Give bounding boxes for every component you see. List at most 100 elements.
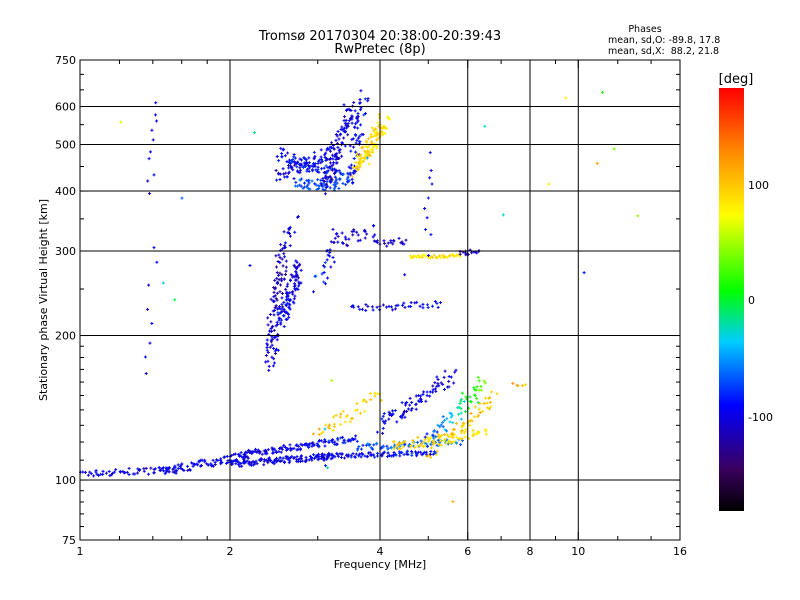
data-point [448, 420, 452, 424]
data-point [137, 468, 141, 472]
data-point [457, 412, 461, 416]
data-point [342, 438, 346, 442]
data-point [303, 181, 307, 185]
data-point [269, 327, 273, 331]
data-point [595, 161, 599, 165]
data-point [439, 423, 443, 427]
colorbar-tick-0: 0 [748, 294, 755, 307]
data-point [358, 411, 362, 415]
data-point [305, 185, 309, 189]
data-point [429, 168, 433, 172]
data-point [326, 253, 330, 257]
data-point [173, 298, 177, 302]
data-point [292, 297, 296, 301]
data-point [432, 436, 436, 440]
data-point [136, 471, 140, 475]
data-point [290, 447, 294, 451]
data-point [373, 394, 377, 398]
data-point [426, 303, 430, 307]
data-point [275, 178, 279, 182]
data-point [422, 440, 426, 444]
data-point [125, 470, 129, 474]
data-point [332, 415, 336, 419]
data-point [370, 126, 374, 130]
data-point [363, 97, 367, 101]
data-point [420, 442, 424, 446]
data-point [304, 455, 308, 459]
data-point [612, 147, 616, 151]
colorbar-tick-minus100: -100 [748, 411, 773, 424]
phases-heading: Phases [628, 24, 661, 35]
data-point [363, 111, 367, 115]
data-point [298, 178, 302, 182]
data-point [371, 235, 375, 239]
data-point [297, 282, 301, 286]
data-point [310, 179, 314, 183]
data-point [434, 451, 438, 455]
data-point [472, 415, 476, 419]
data-point [441, 253, 445, 257]
data-point [372, 224, 376, 228]
data-point [403, 439, 407, 443]
data-point [282, 252, 286, 256]
data-point [273, 352, 277, 356]
data-point [326, 176, 330, 180]
data-point [331, 161, 335, 165]
data-point [368, 443, 372, 447]
data-point [422, 390, 426, 394]
data-point [268, 329, 272, 333]
data-point [298, 157, 302, 161]
data-point [254, 447, 258, 451]
data-point [230, 454, 234, 458]
data-point [341, 409, 345, 413]
data-point [223, 455, 227, 459]
data-point [176, 467, 180, 471]
data-point [459, 399, 463, 403]
data-point [347, 119, 351, 123]
data-point [288, 234, 292, 238]
data-point [435, 301, 439, 305]
data-point [488, 400, 492, 404]
data-point [355, 120, 359, 124]
data-point [191, 464, 195, 468]
data-point [288, 278, 292, 282]
data-point [439, 381, 443, 385]
data-point [320, 452, 324, 456]
data-point [247, 462, 251, 466]
data-point [395, 420, 399, 424]
data-point [293, 285, 297, 289]
data-point [405, 452, 409, 456]
data-point [307, 444, 311, 448]
data-point [328, 165, 332, 169]
data-point [386, 241, 390, 245]
data-point [127, 472, 131, 476]
data-point [299, 268, 303, 272]
data-point [354, 452, 358, 456]
data-point [472, 386, 476, 390]
data-point [380, 417, 384, 421]
data-point [340, 231, 344, 235]
data-point [174, 471, 178, 475]
data-point [348, 117, 352, 121]
data-point [369, 140, 373, 144]
data-point [479, 388, 483, 392]
data-point [333, 175, 337, 179]
data-point [437, 384, 441, 388]
data-point [273, 278, 277, 282]
data-point [365, 455, 369, 459]
data-point [373, 127, 377, 131]
data-point [339, 412, 343, 416]
data-point [142, 469, 146, 473]
data-point [403, 305, 407, 309]
data-point [442, 433, 446, 437]
data-point [369, 135, 373, 139]
data-point [272, 451, 276, 455]
data-point [437, 442, 441, 446]
data-point [157, 466, 161, 470]
data-point [366, 145, 370, 149]
data-point [291, 168, 295, 172]
data-point [443, 428, 447, 432]
data-point [193, 463, 197, 467]
data-point [471, 428, 475, 432]
data-point [355, 408, 359, 412]
